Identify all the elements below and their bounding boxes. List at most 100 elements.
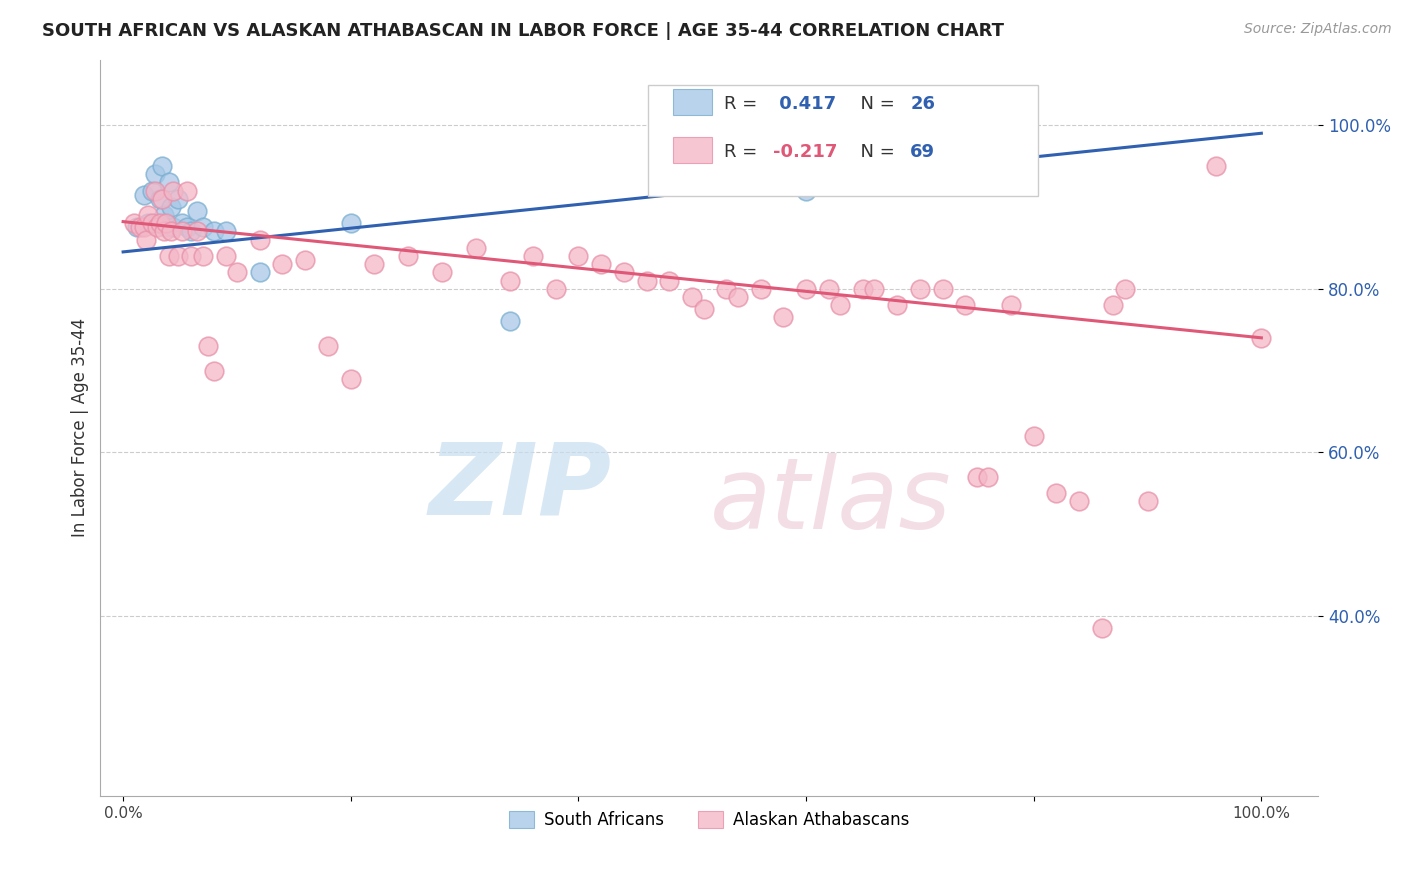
Point [749,282,772,296]
Point [141,216,163,230]
Point [817,282,839,296]
Text: atlas: atlas [710,453,952,550]
Point [191,220,214,235]
FancyBboxPatch shape [673,89,711,115]
Point [132,187,155,202]
Point [966,470,988,484]
Point [613,265,636,279]
Point [430,265,453,279]
Point [155,216,177,230]
Point [396,249,419,263]
Point [636,274,658,288]
Text: SOUTH AFRICAN VS ALASKAN ATHABASCAN IN LABOR FORCE | AGE 35-44 CORRELATION CHART: SOUTH AFRICAN VS ALASKAN ATHABASCAN IN L… [42,22,1004,40]
Point [931,282,953,296]
Point [658,274,681,288]
Point [363,257,385,271]
Point [141,184,163,198]
Point [180,224,202,238]
Point [191,249,214,263]
Point [148,192,170,206]
Point [1250,331,1272,345]
Point [1045,486,1067,500]
Point [794,282,817,296]
Point [794,184,817,198]
Point [143,167,166,181]
Point [465,241,488,255]
Point [135,233,157,247]
Point [1114,282,1136,296]
Point [186,224,208,238]
Point [172,216,194,230]
Point [716,282,738,296]
Point [197,339,219,353]
Point [692,302,714,317]
Point [567,249,589,263]
Point [160,200,183,214]
Point [136,208,159,222]
Point [202,224,225,238]
Point [214,249,236,263]
Text: N =: N = [849,95,901,112]
Point [271,257,294,271]
Point [955,298,977,312]
Point [150,192,173,206]
Point [544,282,567,296]
Text: N =: N = [849,143,901,161]
FancyBboxPatch shape [673,137,711,162]
Point [150,159,173,173]
Text: R =: R = [724,143,763,161]
Point [339,216,361,230]
Point [155,220,177,235]
Point [146,220,169,235]
Point [1136,494,1159,508]
Point [176,220,198,235]
Point [146,216,169,230]
Point [591,257,613,271]
Point [180,249,202,263]
Point [772,310,794,325]
Text: -0.217: -0.217 [773,143,837,161]
Point [727,290,749,304]
Point [499,314,522,328]
Point [157,249,180,263]
Point [202,363,225,377]
Point [148,216,170,230]
FancyBboxPatch shape [648,86,1038,196]
Point [124,216,146,230]
Point [852,282,875,296]
Point [1091,621,1114,635]
Point [226,265,249,279]
Point [166,249,188,263]
Point [160,224,183,238]
Point [977,470,1000,484]
Point [908,282,931,296]
Point [886,298,908,312]
Point [157,175,180,189]
Point [136,216,159,230]
Point [1102,298,1125,312]
Point [681,290,703,304]
Point [125,220,148,235]
Point [522,249,544,263]
Point [316,339,339,353]
Point [214,224,236,238]
Text: 0.417: 0.417 [773,95,835,112]
Point [499,274,522,288]
Point [1205,159,1227,173]
Point [172,224,194,238]
Point [153,208,176,222]
Point [153,224,176,238]
Point [830,298,852,312]
Point [162,220,184,235]
Point [931,126,953,140]
Point [249,233,271,247]
Text: 69: 69 [910,143,935,161]
Text: R =: R = [724,95,763,112]
Point [143,184,166,198]
Text: ZIP: ZIP [429,438,612,535]
Point [1022,429,1045,443]
Text: Source: ZipAtlas.com: Source: ZipAtlas.com [1244,22,1392,37]
Point [1069,494,1091,508]
Legend: South Africans, Alaskan Athabascans: South Africans, Alaskan Athabascans [503,804,915,836]
Text: 26: 26 [910,95,935,112]
